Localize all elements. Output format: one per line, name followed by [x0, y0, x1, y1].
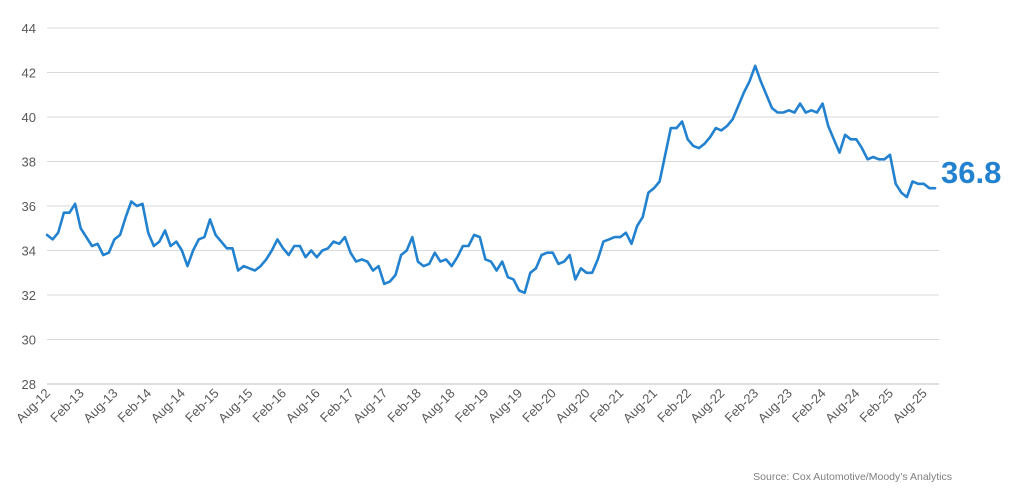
x-tick-label: Feb-23 — [722, 386, 762, 426]
x-axis-ticks: Aug-12Feb-13Aug-13Feb-14Aug-14Feb-15Aug-… — [13, 386, 930, 426]
x-tick-label: Feb-25 — [856, 386, 896, 426]
x-tick-label: Aug-18 — [418, 386, 458, 426]
y-tick-label: 42 — [22, 66, 36, 81]
series-line — [45, 64, 937, 295]
gridlines — [47, 27, 939, 385]
x-tick-label: Feb-16 — [249, 386, 289, 426]
x-tick-label: Aug-23 — [755, 386, 795, 426]
y-tick-label: 36 — [22, 199, 36, 214]
y-tick-label: 28 — [22, 377, 36, 392]
x-tick-label: Aug-24 — [822, 386, 862, 426]
x-tick-label: Feb-21 — [587, 386, 627, 426]
x-tick-label: Aug-20 — [552, 386, 592, 426]
x-tick-label: Feb-14 — [115, 386, 155, 426]
x-tick-label: Feb-19 — [452, 386, 492, 426]
y-tick-label: 30 — [22, 333, 36, 348]
x-tick-label: Aug-15 — [215, 386, 255, 426]
x-tick-label: Feb-15 — [182, 386, 222, 426]
x-tick-label: Aug-19 — [485, 386, 525, 426]
x-tick-label: Feb-18 — [384, 386, 424, 426]
x-tick-label: Aug-22 — [687, 386, 727, 426]
y-tick-label: 32 — [22, 288, 36, 303]
x-tick-label: Aug-14 — [148, 386, 188, 426]
y-axis-ticks: 28 30 32 34 36 38 40 42 44 — [22, 21, 36, 392]
x-tick-label: Aug-16 — [283, 386, 323, 426]
y-tick-label: 34 — [22, 244, 36, 259]
x-tick-label: Aug-17 — [350, 386, 390, 426]
x-tick-label: Feb-17 — [317, 386, 357, 426]
x-tick-label: Feb-13 — [47, 386, 87, 426]
end-value-label: 36.8 — [941, 155, 1001, 190]
x-tick-label: Feb-22 — [654, 386, 694, 426]
x-tick-label: Aug-25 — [890, 386, 930, 426]
x-tick-label: Feb-24 — [789, 386, 829, 426]
x-tick-label: Feb-20 — [519, 386, 559, 426]
y-tick-label: 40 — [22, 110, 36, 125]
y-tick-label: 44 — [22, 21, 36, 36]
x-tick-label: Aug-21 — [620, 386, 660, 426]
x-tick-label: Aug-13 — [80, 386, 120, 426]
y-tick-label: 38 — [22, 155, 36, 170]
source-note: Source: Cox Automotive/Moody’s Analytics — [753, 471, 952, 483]
